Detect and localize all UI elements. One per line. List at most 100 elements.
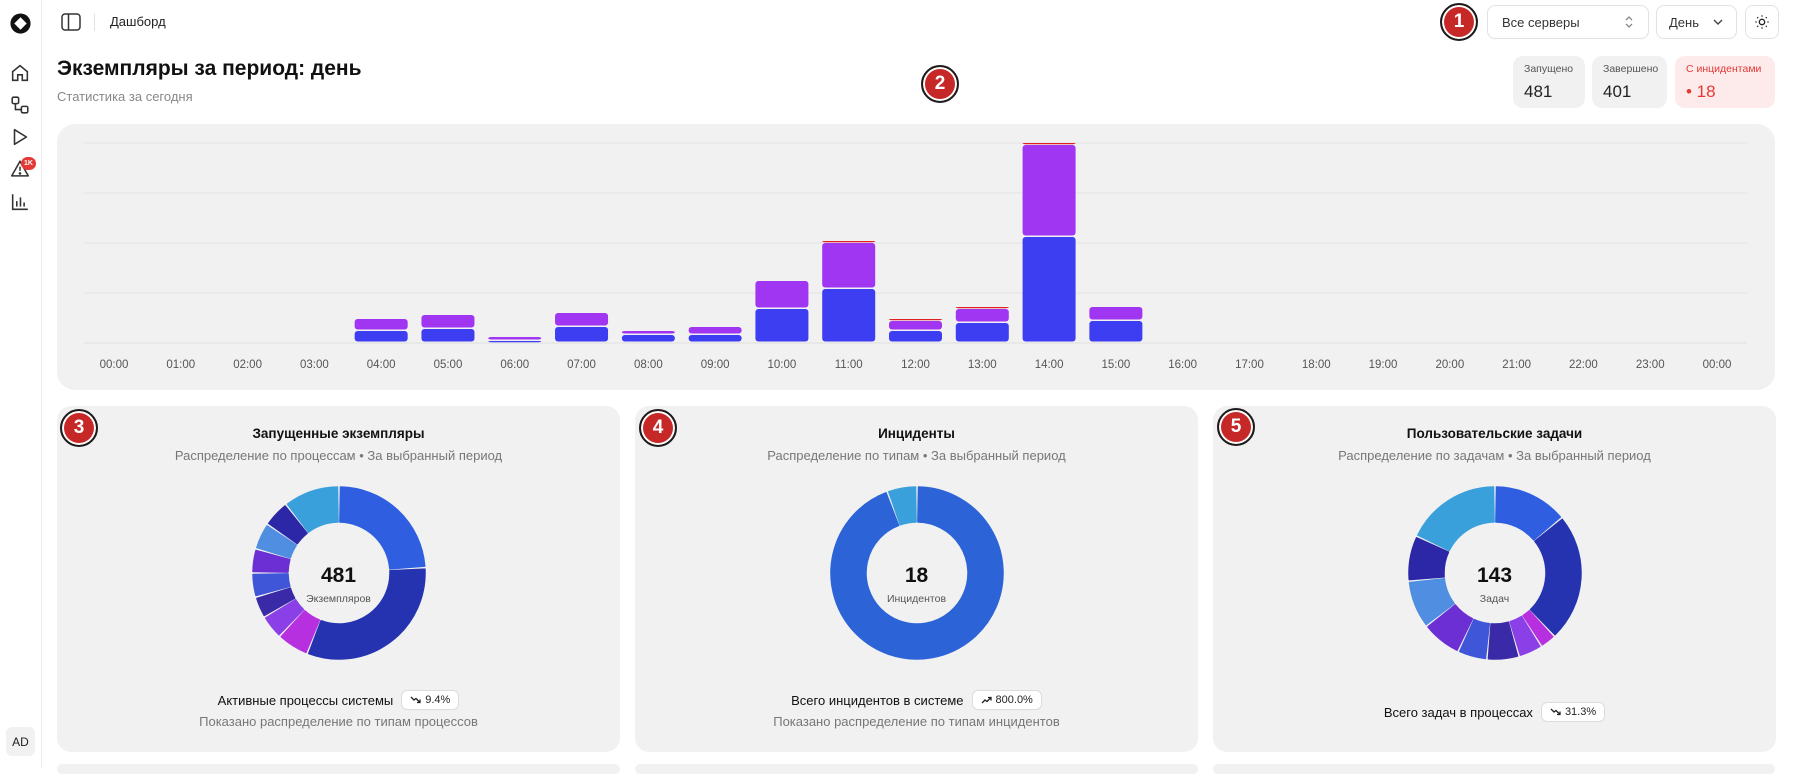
theme-toggle-button[interactable] — [1745, 5, 1779, 39]
donut-center-value: 18 — [904, 564, 929, 587]
card-footer: Всего инцидентов в системе 800.0% — [635, 690, 1198, 710]
sidebar-toggle-icon[interactable] — [61, 13, 81, 31]
bar-segment[interactable] — [889, 319, 942, 321]
bar-segment[interactable] — [621, 335, 675, 342]
instances-chart: 00:00 01:00 02:00 03:00 04:00 05:00 06:00 07:00… — [57, 124, 1775, 390]
donut-slice[interactable] — [265, 598, 305, 636]
processes-icon[interactable] — [9, 94, 31, 116]
bar-segment[interactable] — [421, 329, 475, 342]
bar-segment[interactable] — [822, 289, 876, 342]
donut-slice[interactable] — [252, 573, 291, 597]
donut-slice[interactable] — [267, 505, 308, 545]
bar-segment[interactable] — [488, 341, 542, 343]
marker-3: 3 — [60, 409, 98, 447]
trend-down-icon — [1550, 708, 1561, 716]
bar-segment[interactable] — [688, 335, 742, 342]
x-tick-label: 13:00 — [968, 359, 997, 371]
donut-slice[interactable] — [339, 486, 426, 570]
x-tick-label: 19:00 — [1369, 359, 1398, 371]
donut-slice[interactable] — [256, 525, 298, 559]
marker-1: 1 — [1440, 3, 1478, 41]
chevron-updown-icon — [1625, 16, 1633, 28]
donut-slice[interactable] — [1408, 577, 1455, 626]
avatar[interactable]: AD — [6, 727, 35, 756]
bar-segment[interactable] — [421, 315, 475, 328]
bar-segment[interactable] — [755, 309, 809, 342]
bar-segment[interactable] — [621, 331, 675, 334]
bar-segment[interactable] — [955, 323, 1009, 342]
bar-segment[interactable] — [955, 307, 1009, 309]
card-subtitle: Распределение по типам • За выбранный пе… — [767, 448, 1066, 463]
donut-slice[interactable] — [1459, 618, 1491, 660]
server-select[interactable]: Все серверы — [1487, 5, 1649, 39]
x-tick-label: 02:00 — [233, 359, 262, 371]
donut-slice[interactable] — [830, 486, 1004, 660]
bar-segment[interactable] — [889, 321, 942, 330]
logo-icon[interactable] — [9, 12, 32, 35]
trend-up-icon — [981, 696, 992, 704]
donut-slice[interactable] — [252, 549, 291, 573]
period-select-value: День — [1669, 14, 1699, 30]
x-tick-label: 05:00 — [434, 359, 463, 371]
donut-slice[interactable] — [1495, 486, 1562, 541]
donut-slice[interactable] — [1417, 486, 1495, 552]
bar-segment[interactable] — [1022, 145, 1076, 236]
card-placeholder — [635, 764, 1198, 774]
card-subtitle: Распределение по задачам • За выбранный … — [1338, 448, 1651, 463]
card-title: Инциденты — [878, 426, 955, 441]
bar-segment[interactable] — [755, 281, 809, 308]
donut-slice[interactable] — [307, 568, 426, 660]
card-subtitle: Распределение по процессам • За выбранны… — [174, 448, 503, 463]
bar-segment[interactable] — [822, 241, 876, 243]
x-tick-label: 15:00 — [1101, 359, 1130, 371]
trend-value: 800.0% — [995, 694, 1033, 706]
stat-value: • 18 — [1686, 82, 1716, 101]
breadcrumb[interactable]: Дашборд — [110, 14, 166, 29]
donut-slice[interactable] — [286, 486, 339, 533]
donut-slice[interactable] — [1427, 604, 1474, 651]
x-tick-label: 04:00 — [367, 359, 396, 371]
bar-segment[interactable] — [1089, 307, 1143, 320]
donut-slice[interactable] — [1522, 610, 1554, 646]
bar-segment[interactable] — [555, 313, 609, 326]
card-footer: Активные процессы системы 9.4% — [57, 690, 620, 710]
bar-segment[interactable] — [354, 331, 408, 342]
donut-slice[interactable] — [1509, 615, 1541, 656]
chart-icon[interactable] — [9, 191, 31, 213]
x-tick-label: 17:00 — [1235, 359, 1264, 371]
period-select[interactable]: День — [1656, 5, 1737, 39]
donut-chart — [1408, 486, 1582, 660]
donut-chart — [252, 486, 426, 660]
bar-segment[interactable] — [955, 309, 1009, 322]
bar-segment[interactable] — [688, 327, 742, 334]
bar-chart-svg: 00:00 01:00 02:00 03:00 04:00 05:00 06:00 07:00… — [84, 142, 1747, 371]
page-title: Экземпляры за период: день — [57, 57, 362, 80]
donut-slice[interactable] — [1408, 537, 1450, 581]
x-tick-label: 01:00 — [166, 359, 195, 371]
donut-slice[interactable] — [888, 486, 917, 526]
play-icon[interactable] — [9, 126, 31, 148]
bar-segment[interactable] — [889, 331, 942, 342]
donut-slice[interactable] — [1487, 621, 1519, 660]
bar-segment[interactable] — [1022, 143, 1076, 145]
stat-finished: Завершено 401 — [1592, 56, 1667, 108]
bar-segment[interactable] — [555, 327, 609, 342]
bar-segment[interactable] — [354, 319, 408, 330]
bar-segment[interactable] — [1022, 237, 1076, 342]
x-tick-label: 18:00 — [1302, 359, 1331, 371]
donut-slice[interactable] — [256, 587, 296, 617]
x-tick-label: 00:00 — [100, 359, 129, 371]
footer-text: Всего задач в процессах — [1383, 704, 1533, 720]
card-title: Пользовательские задачи — [1406, 426, 1583, 441]
donut-slice[interactable] — [280, 610, 321, 654]
card-note: Показано распределение по типам инцидент… — [773, 714, 1060, 729]
sidebar: 1K AD — [0, 0, 42, 768]
bar-segment[interactable] — [1089, 321, 1143, 342]
x-tick-label: 12:00 — [901, 359, 930, 371]
donut-chart — [830, 486, 1004, 660]
x-tick-label: 21:00 — [1502, 359, 1531, 371]
bar-segment[interactable] — [488, 337, 542, 340]
donut-slice[interactable] — [1529, 518, 1582, 636]
bar-segment[interactable] — [822, 243, 876, 288]
home-icon[interactable] — [9, 62, 31, 84]
